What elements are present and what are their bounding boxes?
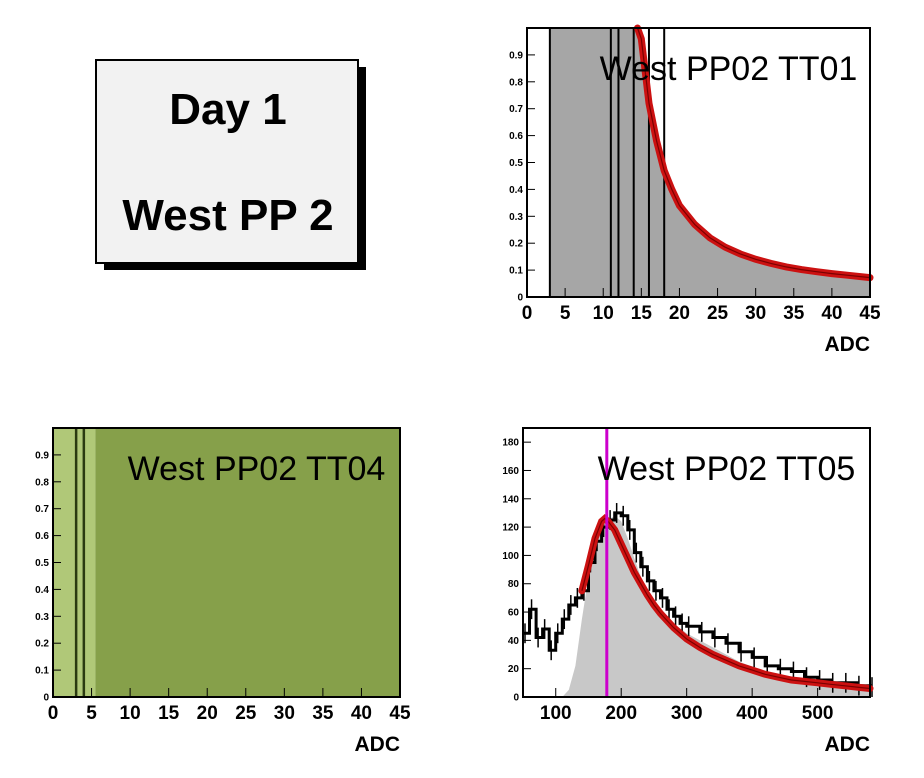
y-tick-label: 0.7 <box>35 504 49 515</box>
y-tick-label: 0.3 <box>35 612 49 623</box>
y-tick-label: 0 <box>43 693 49 704</box>
fill-band <box>95 428 401 697</box>
y-tick-label: 140 <box>502 494 519 505</box>
chart-title: West PP02 TT01 <box>600 50 858 88</box>
y-tick-label: 0 <box>517 293 523 304</box>
x-tick-label: 300 <box>671 703 703 724</box>
x-tick-label: 35 <box>783 303 805 324</box>
y-tick-label: 0.5 <box>35 558 49 569</box>
x-tick-label: 40 <box>821 303 842 324</box>
plot-frame <box>522 427 871 698</box>
y-tick-label: 0.5 <box>509 158 523 169</box>
x-tick-label: 10 <box>120 703 141 724</box>
histogram-fill <box>549 28 870 297</box>
x-tick-label: 20 <box>197 703 218 724</box>
y-tick-label: 80 <box>508 579 520 590</box>
chart-title: West PP02 TT04 <box>128 450 386 488</box>
x-tick-label: 5 <box>86 703 97 724</box>
title-box-line2: West PP 2 <box>122 191 333 240</box>
chart-tt04: 0 0.1 0.2 0.3 0.4 0.5 0.6 0.7 0.8 0.9 0 5 10 15 20 25 30… <box>35 427 411 756</box>
title-box: Day 1 West PP 2 <box>95 59 366 270</box>
y-tick-label: 100 <box>502 551 519 562</box>
y-tick-label: 0.8 <box>509 77 523 88</box>
y-tick-label: 60 <box>508 608 520 619</box>
x-tick-label: 35 <box>312 703 334 724</box>
x-axis-label: ADC <box>825 733 871 756</box>
x-tick-label: 25 <box>235 703 257 724</box>
x-tick-label: 0 <box>48 703 59 724</box>
fit-curve-core <box>636 27 871 279</box>
y-tick-label: 0.3 <box>509 212 523 223</box>
x-tick-label: 200 <box>605 703 637 724</box>
y-tick-label: 0.6 <box>509 131 523 142</box>
y-tick-label: 180 <box>502 438 519 449</box>
y-tick-label: 40 <box>508 636 520 647</box>
chart-title: West PP02 TT05 <box>598 450 856 488</box>
y-tick-label: 0.1 <box>35 666 49 677</box>
y-tick-label: 0.9 <box>35 450 49 461</box>
y-tick-label: 0.1 <box>509 266 523 277</box>
title-box-panel <box>95 59 359 264</box>
x-tick-label: 30 <box>745 303 766 324</box>
shaded-area <box>562 515 870 697</box>
x-tick-label: 40 <box>351 703 372 724</box>
y-tick-label: 0.2 <box>35 639 49 650</box>
title-box-line1: Day 1 <box>169 85 286 134</box>
x-tick-label: 500 <box>802 703 834 724</box>
x-axis-label: ADC <box>825 333 871 356</box>
x-tick-label: 15 <box>631 303 653 324</box>
y-tick-label: 0.6 <box>35 531 49 542</box>
x-tick-label: 10 <box>593 303 614 324</box>
x-tick-label: 400 <box>736 703 768 724</box>
y-tick-label: 0.7 <box>509 104 523 115</box>
x-tick-label: 0 <box>522 303 533 324</box>
x-tick-label: 45 <box>389 703 411 724</box>
y-tick-label: 0.4 <box>35 585 49 596</box>
x-tick-label: 25 <box>707 303 729 324</box>
y-tick-label: 0.8 <box>35 477 49 488</box>
y-tick-label: 120 <box>502 523 519 534</box>
y-tick-label: 0 <box>513 693 519 704</box>
x-tick-label: 30 <box>274 703 295 724</box>
x-tick-label: 45 <box>859 303 881 324</box>
x-tick-label: 15 <box>158 703 180 724</box>
x-tick-label: 20 <box>669 303 690 324</box>
y-tick-label: 0.2 <box>509 239 523 250</box>
x-tick-label: 100 <box>540 703 572 724</box>
x-tick-label: 5 <box>560 303 571 324</box>
y-tick-label: 20 <box>508 664 520 675</box>
x-axis-label: ADC <box>355 733 401 756</box>
y-tick-label: 160 <box>502 466 519 477</box>
y-tick-label: 0.4 <box>509 185 523 196</box>
y-tick-label: 0.9 <box>509 50 523 61</box>
chart-tt05: 0 20 40 60 80 100 120 140 160 180 100 200 300 400 500 A… <box>502 427 874 756</box>
chart-tt01: 0 0.1 0.2 0.3 0.4 0.5 0.6 0.7 0.8 0.9 0 5 10 15 20 25 30… <box>509 24 881 356</box>
